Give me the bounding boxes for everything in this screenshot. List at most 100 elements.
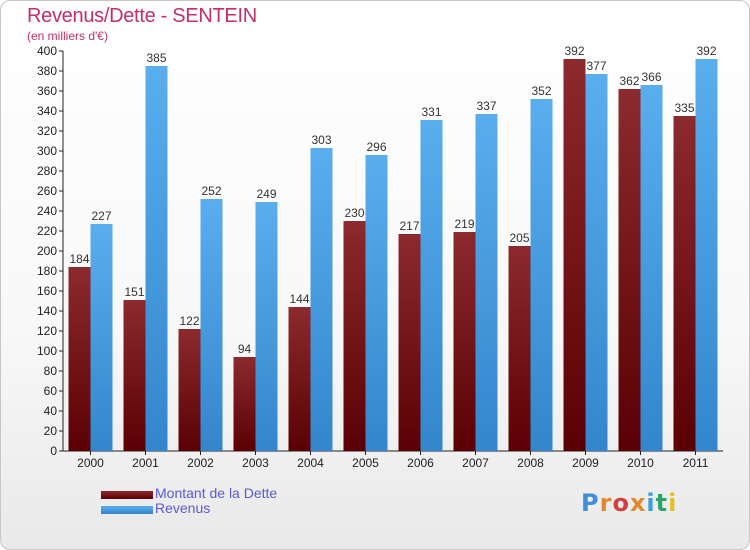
bar-dette: [288, 307, 311, 451]
data-label-revenus: 331: [421, 105, 441, 119]
legend-swatch-dette: [101, 491, 153, 499]
logo-letter: P: [581, 489, 600, 517]
data-label-revenus: 366: [641, 70, 661, 84]
y-tick-label: 20: [44, 424, 58, 438]
bar-revenus: [145, 66, 168, 451]
y-tick-label: 220: [37, 224, 57, 238]
chart-data-labels: 184 227 151 385 122 252 94 249 144 303 230 296 217 33…: [69, 44, 716, 356]
data-label-revenus: 252: [201, 184, 221, 198]
data-label-revenus: 377: [586, 59, 606, 73]
bar-dette: [563, 59, 586, 451]
x-tick-label: 2002: [187, 456, 214, 470]
x-tick-label: 2011: [683, 456, 709, 470]
data-label-revenus: 296: [366, 140, 386, 154]
bar-revenus: [200, 199, 223, 451]
proxiti-logo: Proxiti: [581, 489, 677, 517]
data-label-dette: 205: [509, 231, 529, 245]
y-tick-label: 180: [37, 264, 57, 278]
bar-revenus: [365, 155, 388, 451]
y-tick-label: 340: [37, 104, 57, 118]
data-label-dette: 94: [238, 342, 252, 356]
y-tick-label: 380: [37, 64, 57, 78]
y-tick-label: 80: [44, 364, 58, 378]
bar-dette: [673, 116, 696, 451]
bar-dette: [233, 357, 256, 451]
x-tick-label: 2006: [407, 456, 434, 470]
data-label-revenus: 385: [146, 51, 166, 65]
bar-revenus: [420, 120, 443, 451]
y-tick-label: 60: [44, 384, 58, 398]
bar-dette: [618, 89, 641, 451]
data-label-dette: 151: [124, 285, 144, 299]
bar-revenus: [310, 148, 333, 451]
y-tick-label: 0: [50, 444, 57, 458]
bar-dette: [398, 234, 421, 451]
data-label-dette: 144: [289, 292, 309, 306]
y-tick-label: 100: [37, 344, 57, 358]
bar-dette: [453, 232, 476, 451]
chart-title: Revenus/Dette - SENTEIN: [27, 5, 257, 27]
data-label-dette: 217: [399, 219, 419, 233]
bar-dette: [123, 300, 146, 451]
y-tick-label: 360: [37, 84, 57, 98]
legend-swatch-revenus: [101, 506, 153, 514]
y-tick-label: 280: [37, 164, 57, 178]
y-tick-label: 400: [37, 44, 57, 58]
x-tick-label: 2008: [517, 456, 544, 470]
data-label-revenus: 227: [91, 209, 111, 223]
data-label-dette: 184: [69, 252, 89, 266]
bar-dette: [508, 246, 531, 451]
y-tick-label: 140: [37, 304, 57, 318]
bar-revenus: [530, 99, 553, 451]
x-tick-label: 2003: [242, 456, 269, 470]
x-tick-label: 2000: [77, 456, 104, 470]
x-tick-label: 2004: [297, 456, 324, 470]
y-tick-label: 240: [37, 204, 57, 218]
y-tick-label: 320: [37, 124, 57, 138]
logo-letter: o: [612, 489, 630, 517]
y-tick-label: 120: [37, 324, 57, 338]
bar-revenus: [255, 202, 278, 451]
data-label-revenus: 337: [476, 99, 496, 113]
data-label-dette: 362: [619, 74, 639, 88]
bar-revenus: [90, 224, 113, 451]
data-label-dette: 219: [454, 217, 474, 231]
logo-letter: t: [655, 489, 669, 517]
data-label-dette: 335: [674, 101, 694, 115]
x-tick-label: 2001: [132, 456, 159, 470]
logo-letter: r: [599, 489, 613, 517]
bar-dette: [343, 221, 366, 451]
y-tick-label: 260: [37, 184, 57, 198]
data-label-dette: 392: [564, 44, 584, 58]
y-tick-label: 200: [37, 244, 57, 258]
legend-label-dette: Montant de la Dette: [155, 485, 278, 501]
data-label-dette: 122: [179, 314, 199, 328]
logo-letter: i: [646, 489, 656, 517]
bar-revenus: [475, 114, 498, 451]
data-label-revenus: 392: [696, 44, 716, 58]
chart-bars: [68, 59, 718, 451]
bar-revenus: [695, 59, 718, 451]
chart-subtitle: (en milliers d'€): [27, 29, 108, 43]
chart-axes: 0 20 40 60 80 100 120 140 160 180 200 220 240 260 280 3…: [37, 44, 723, 470]
y-tick-label: 40: [44, 404, 58, 418]
logo-letter: i: [668, 489, 678, 517]
bar-dette: [178, 329, 201, 451]
bar-revenus: [585, 74, 608, 451]
bar-dette: [68, 267, 91, 451]
data-label-dette: 230: [344, 206, 364, 220]
data-label-revenus: 303: [311, 133, 331, 147]
x-tick-label: 2010: [627, 456, 654, 470]
x-tick-label: 2007: [462, 456, 489, 470]
y-tick-label: 160: [37, 284, 57, 298]
data-label-revenus: 249: [256, 187, 276, 201]
legend-label-revenus: Revenus: [155, 500, 211, 516]
logo-letter: x: [629, 489, 647, 517]
bar-revenus: [640, 85, 663, 451]
data-label-revenus: 352: [531, 84, 551, 98]
y-tick-label: 300: [37, 144, 57, 158]
x-tick-label: 2009: [572, 456, 599, 470]
x-tick-label: 2005: [352, 456, 379, 470]
